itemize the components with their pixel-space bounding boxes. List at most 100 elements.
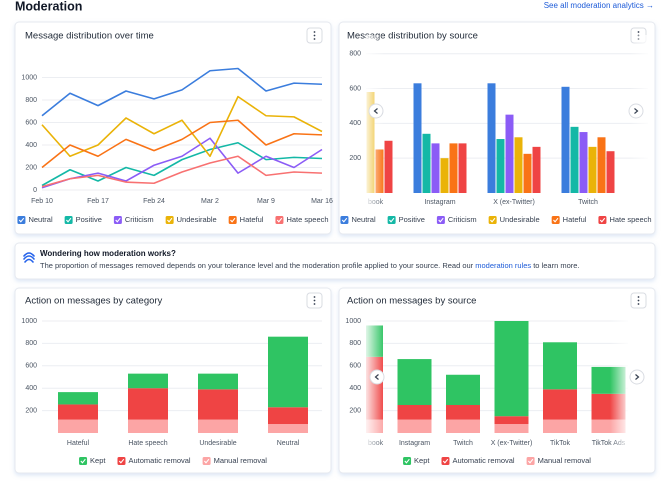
stacked-bar-segment [543,342,577,390]
legend-check [599,217,606,223]
y-tick-label: 400 [25,385,37,392]
legend-checkbox [113,216,122,224]
menu-dot [313,303,316,305]
legend-item[interactable]: Neutral [340,215,376,224]
x-tick-label: X (ex-Twitter) [491,440,533,447]
y-tick-label: 200 [25,164,37,171]
bar [422,133,431,193]
series-line [41,95,323,158]
y-tick-label: 800 [349,51,361,58]
menu-dot [313,296,316,298]
stacked-bar-segment [494,321,529,417]
y-tick-label: 400 [349,120,361,127]
bar [458,143,467,193]
x-tick-label: Hate speech [128,440,167,447]
y-tick-label: 400 [349,385,361,392]
legend-checkbox [64,216,73,224]
y-tick-label: 600 [25,363,37,370]
legend-checkbox [387,216,396,224]
scroll-button-circle [628,103,644,119]
legend-check [442,458,449,464]
bar [579,132,588,193]
legend-item[interactable]: Hateful [551,215,587,224]
legend-item[interactable]: Automatic removal [117,456,191,465]
stacked-bar-segment [543,389,577,420]
stacked-bar-segment [198,419,238,433]
banner-link[interactable]: moderation rules [475,261,531,270]
x-tick-label: Feb 17 [87,198,109,205]
legend-label: Manual removal [538,456,592,465]
scroll-right-button[interactable] [628,103,644,119]
menu-button[interactable] [306,292,323,309]
y-tick-label: 200 [349,407,361,414]
y-tick-label: 0 [33,187,37,194]
scroll-left-button[interactable] [368,103,384,119]
stacked-bar-segment [198,373,238,390]
legend-item[interactable]: Kept [79,456,106,465]
banner-text: The proportion of messages removed depen… [40,261,580,270]
legend-checkbox [275,216,284,224]
legend-item[interactable]: Positive [387,215,425,224]
stacked-bar-segment [198,389,238,420]
legend-item[interactable]: Undesirable [488,215,540,224]
scroll-button-circle [368,103,384,119]
menu-button[interactable] [630,292,647,309]
analytics-link[interactable]: See all moderation analytics → [544,1,654,10]
legend-item[interactable]: Criticism [436,215,477,224]
fade-right [630,35,648,208]
legend-checkbox [228,216,237,224]
legend-item[interactable]: Kept [403,456,430,465]
page-title: Moderation [15,0,82,13]
x-tick-label: X (ex-Twitter) [493,199,535,206]
stacked-bar-segment [268,424,308,433]
legend-check [553,217,559,223]
banner-text-after: to learn more. [531,261,579,270]
legend-item[interactable]: Undesirable [165,215,217,224]
bar [561,86,570,193]
legend-item[interactable]: Neutral [17,215,53,224]
chart-title: Action on messages by source [347,296,476,307]
legend-label: Automatic removal [452,456,514,465]
stacked-bar-segment [446,374,480,405]
legend-label: Positive [399,215,425,224]
x-tick-label: Hateful [67,440,90,447]
scroll-left-button[interactable] [369,369,385,385]
bar [532,146,541,193]
y-tick-label: 600 [349,363,361,370]
legend-item[interactable]: Positive [64,215,102,224]
x-tick-label: Mar 2 [201,198,219,205]
stacked-bar-segment [128,373,168,389]
stacked-bar-segment [446,419,480,433]
y-tick-label: 800 [25,97,37,104]
bar [606,151,615,193]
legend-label: Manual removal [214,456,268,465]
legend-check [276,217,283,223]
legend-checkbox [202,457,211,465]
legend-label: Hate speech [609,215,651,224]
chart-card: Action on messages by category 200 400 600 8… [14,287,332,474]
legend-item[interactable]: Manual removal [526,456,592,465]
menu-button[interactable] [306,27,323,44]
menu-dot [313,31,316,33]
x-tick-label: Feb 24 [143,198,165,205]
legend-item[interactable]: Manual removal [202,456,268,465]
y-tick-label: 1000 [21,74,37,81]
banner-icon [23,252,35,263]
bar [496,139,505,193]
legend-label: Kept [414,456,430,465]
y-tick-label: 800 [25,340,37,347]
chart-title: Message distribution by source [347,31,478,42]
scroll-right-button[interactable] [629,369,645,385]
legend-check [203,458,210,464]
stacked-bar-segment [543,419,577,433]
info-banner [14,242,656,280]
legend: Kept Automatic removal Manual removal [403,456,591,465]
legend-item[interactable]: Criticism [113,215,154,224]
legend-item[interactable]: Hate speech [275,215,329,224]
legend-item[interactable]: Hate speech [598,215,652,224]
legend-item[interactable]: Automatic removal [441,456,515,465]
x-tick-label: Mar 9 [257,198,275,205]
legend-item[interactable]: Hateful [228,215,264,224]
stacked-bar-segment [397,405,432,420]
